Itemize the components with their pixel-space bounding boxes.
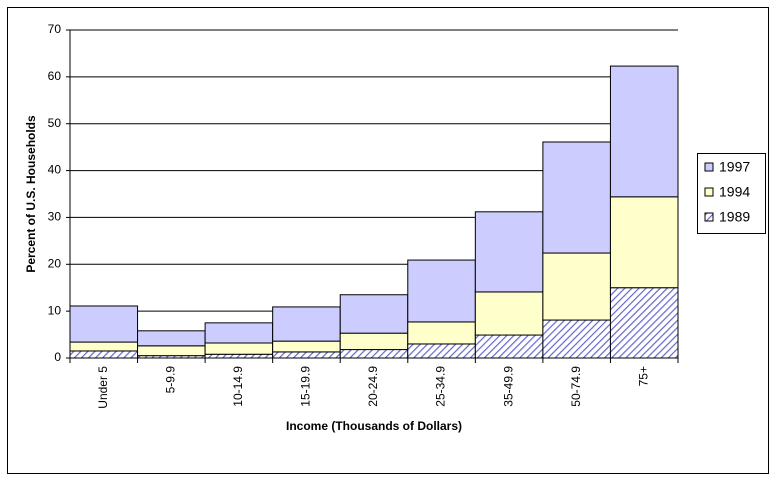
bar-segment [339, 294, 409, 334]
x-tick-label: Under 5 [96, 366, 110, 409]
bar-segment [272, 340, 341, 353]
bar-segment [609, 287, 679, 359]
y-tick-label: 0 [54, 350, 61, 364]
bar-segment [137, 345, 206, 357]
legend-label: 1989 [719, 209, 750, 225]
legend-swatch [704, 212, 714, 222]
bar-segment [204, 342, 274, 355]
x-tick-label: 15-19.9 [299, 366, 313, 407]
legend-swatch [704, 187, 714, 197]
bar-segment [407, 259, 476, 323]
x-tick-label: 5-9.9 [164, 366, 178, 394]
bar-segment [609, 65, 679, 198]
bar-segment [474, 211, 544, 293]
legend-label: 1994 [719, 184, 750, 200]
legend-label: 1997 [719, 159, 750, 175]
bar-segment [474, 334, 544, 359]
bar-segment [542, 141, 611, 254]
bar-segment [69, 341, 139, 352]
bar-segment [542, 319, 611, 359]
bar-segment [69, 350, 139, 359]
y-tick-label: 50 [48, 116, 62, 130]
x-tick-label: 50-74.9 [569, 366, 583, 407]
x-tick-label: 10-14.9 [231, 366, 245, 407]
bar-segment [407, 343, 476, 359]
x-tick-label: 20-24.9 [366, 366, 380, 407]
y-axis-title: Percent of U.S. Households [24, 115, 38, 273]
bar-segment [272, 306, 341, 342]
bar-segment [542, 252, 611, 321]
y-tick-label: 30 [48, 210, 62, 224]
bar-segment [339, 332, 409, 351]
bar-segment [407, 321, 476, 345]
y-tick-label: 60 [48, 69, 62, 83]
x-tick-label: 35-49.9 [501, 366, 515, 407]
y-tick-label: 20 [48, 256, 62, 270]
bar-segment [339, 349, 409, 359]
x-axis-title: Income (Thousands of Dollars) [286, 419, 462, 433]
bar-segment [137, 330, 206, 347]
bar-segment [204, 353, 274, 359]
bar-segment [474, 291, 544, 336]
bar-segment [272, 351, 341, 359]
legend-swatch [704, 162, 714, 172]
y-tick-label: 40 [48, 163, 62, 177]
x-tick-label: 25-34.9 [434, 366, 448, 407]
y-tick-label: 10 [48, 303, 62, 317]
x-tick-label: 75+ [636, 366, 650, 386]
bar-segment [69, 305, 139, 343]
y-tick-label: 70 [48, 22, 62, 36]
bar-segment [609, 196, 679, 289]
bar-segment [204, 322, 274, 344]
